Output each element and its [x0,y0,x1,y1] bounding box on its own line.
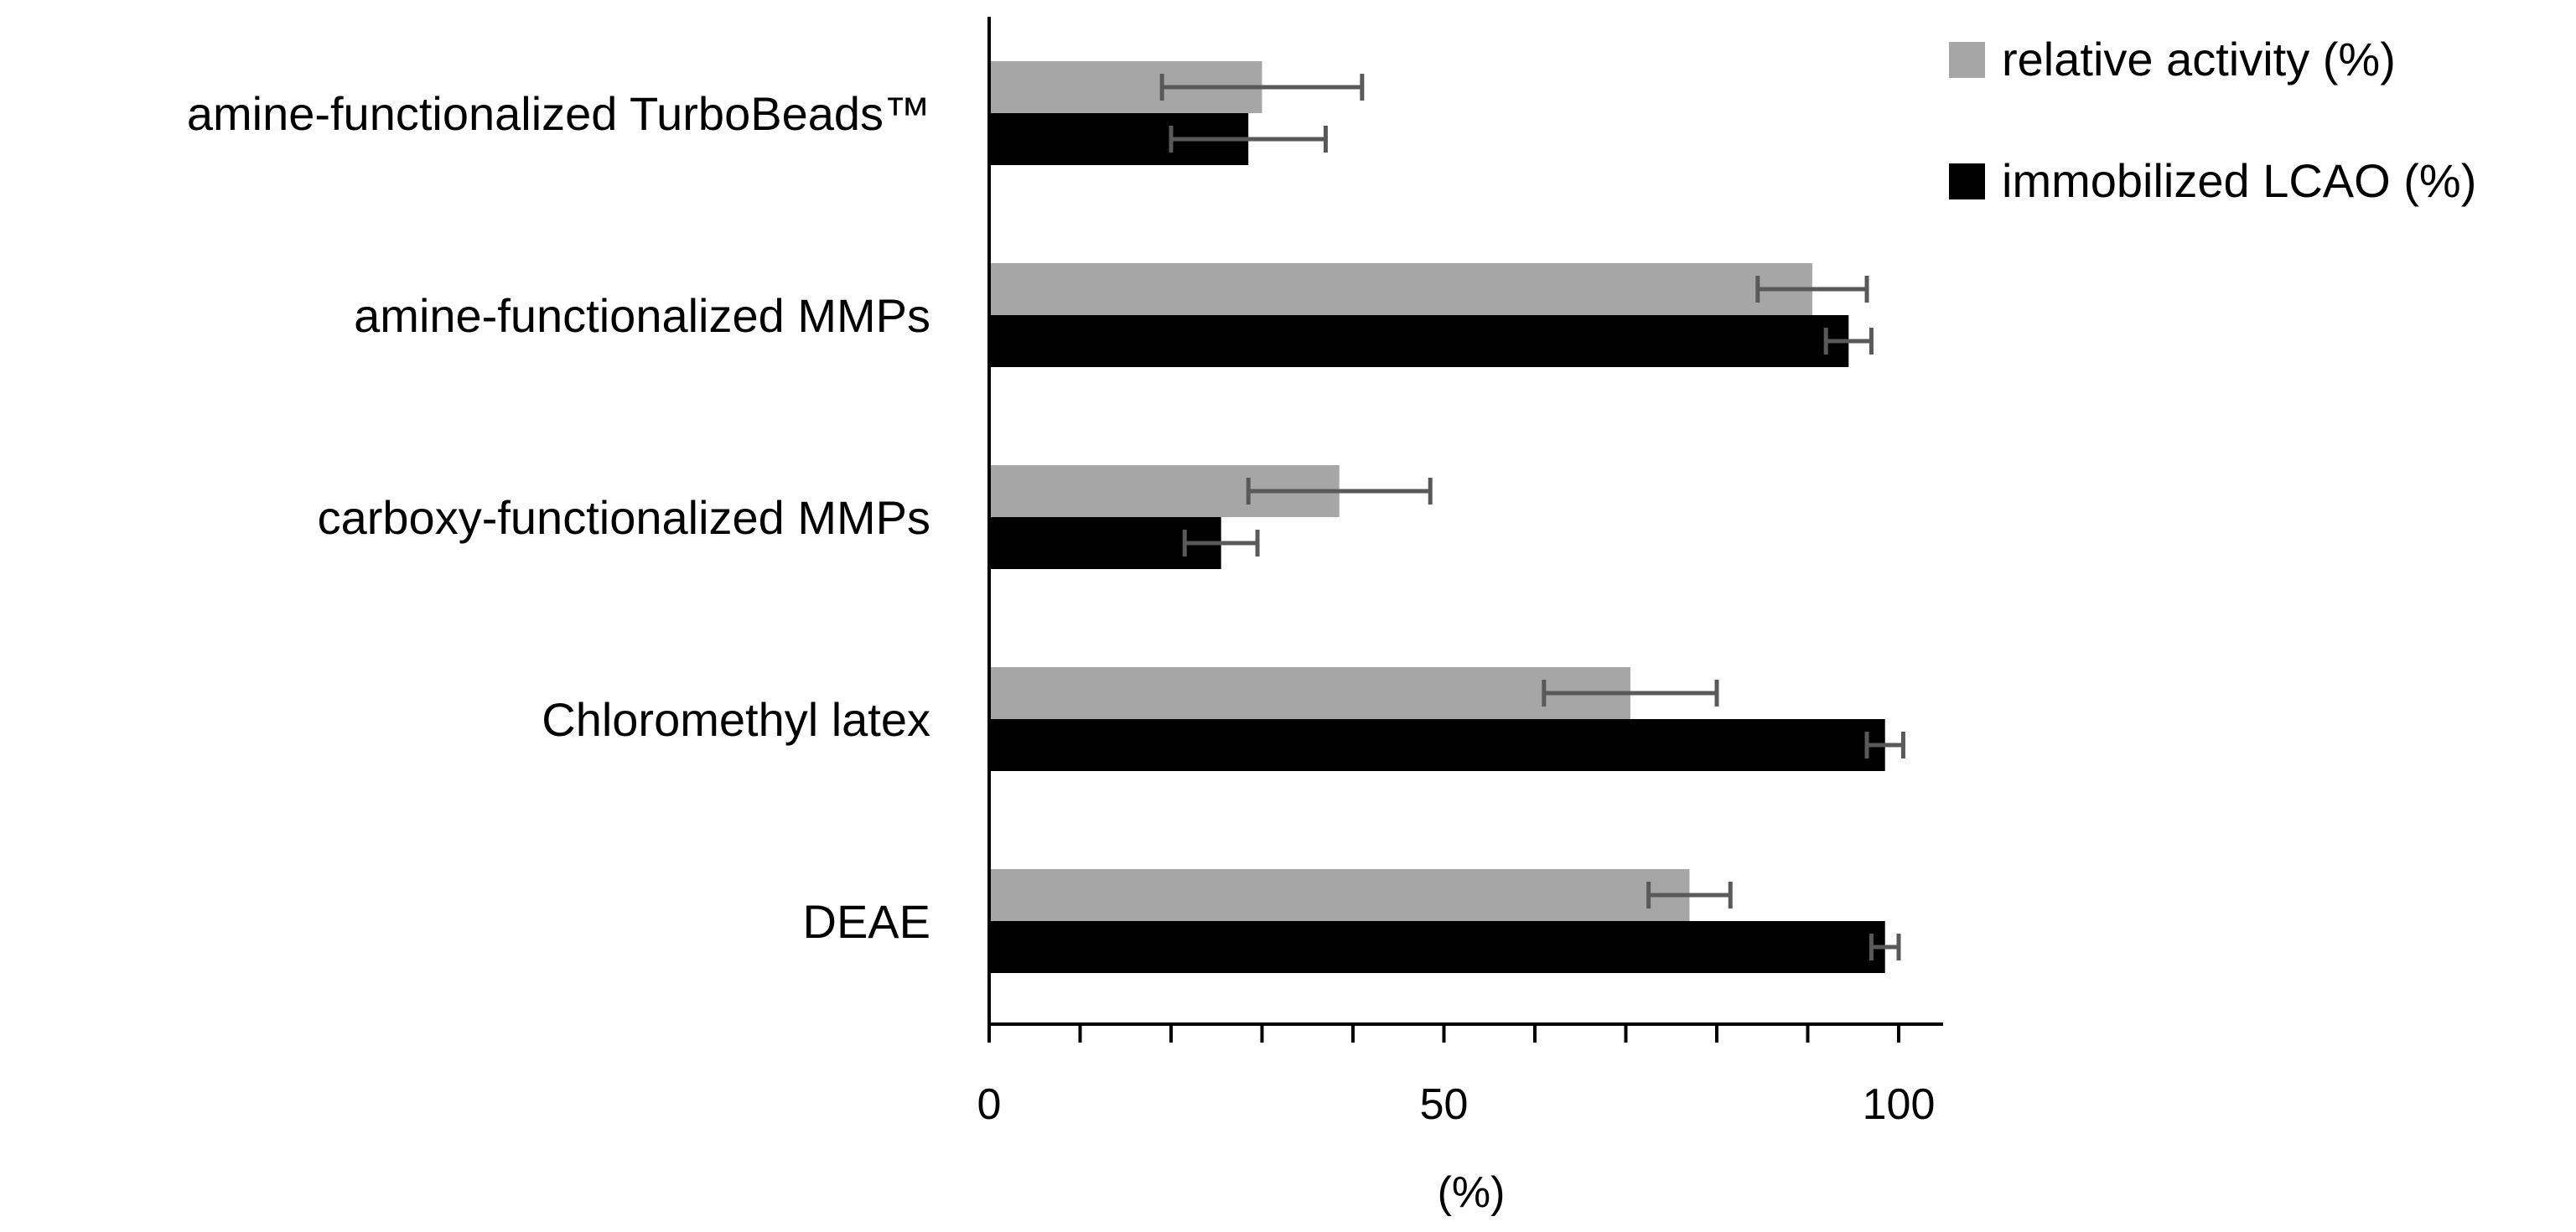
legend-label: relative activity (%) [2002,33,2396,85]
bar [989,263,1812,315]
legend-swatch [1949,42,1985,78]
axes-layer: 0 50 100 [977,17,1943,1129]
category-label: DEAE [803,895,931,948]
category-label: Chloromethyl latex [542,693,930,746]
category-labels-layer: amine-functionalized TurboBeads™ amine-fu… [187,87,930,948]
x-tick-label: 50 [1420,1080,1469,1129]
x-tick-label: 100 [1863,1080,1936,1129]
category-label: amine-functionalized MMPs [354,289,930,342]
bar [989,719,1885,771]
x-tick-label: 0 [977,1080,1002,1129]
bar [989,517,1221,569]
bar [989,869,1690,921]
bar [989,667,1630,719]
bar [989,315,1849,367]
bars-layer [989,61,1885,973]
legend: relative activity (%) immobilized LCAO (%… [1949,33,2476,207]
error-bars-layer [1159,74,1905,960]
category-label: amine-functionalized TurboBeads™ [187,87,930,140]
x-axis-label: (%) [1438,1168,1506,1217]
category-label: carboxy-functionalized MMPs [318,491,930,544]
bar [989,921,1885,973]
legend-swatch [1949,163,1985,199]
legend-label: immobilized LCAO (%) [2002,154,2476,207]
